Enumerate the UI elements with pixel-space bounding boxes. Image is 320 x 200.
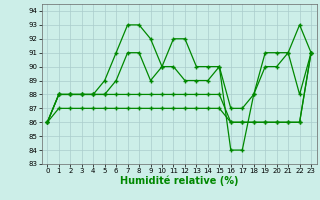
X-axis label: Humidité relative (%): Humidité relative (%): [120, 176, 238, 186]
